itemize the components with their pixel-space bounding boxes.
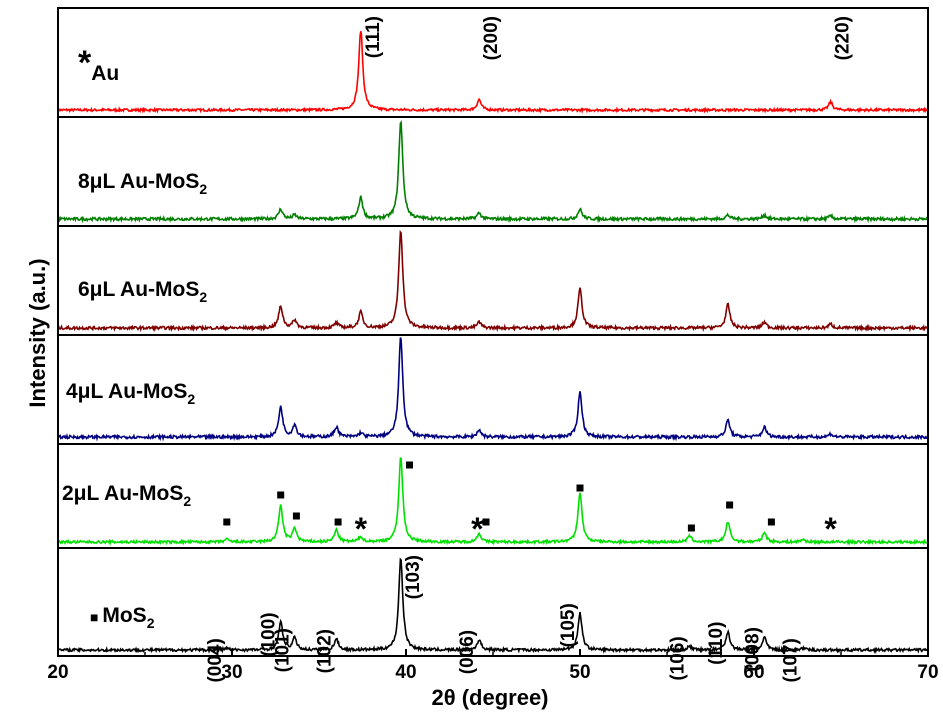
mos2-peak-marker — [223, 518, 231, 526]
x-tick-label: 40 — [395, 662, 416, 683]
hkl-annotation: (106) — [668, 636, 689, 680]
au-peak-marker: * — [355, 511, 368, 547]
mos2-peak-marker — [482, 518, 490, 526]
mos2-peak-marker — [334, 518, 342, 526]
panel-1: 8μL Au-MoS2 — [57, 120, 929, 224]
panel-label-5: ■ MoS2 — [90, 604, 155, 631]
panel-label-3: 4μL Au-MoS2 — [66, 380, 195, 407]
spectrum-line-5 — [57, 557, 929, 655]
spectrum-line-2 — [57, 229, 929, 333]
panel-label-symbol-5: ■ — [90, 609, 102, 625]
spectrum-line-1 — [57, 120, 929, 224]
panel-label-1: 8μL Au-MoS2 — [78, 170, 207, 197]
panel-label-4: 2μL Au-MoS2 — [62, 482, 191, 509]
panel-label-symbol-0: * — [78, 44, 92, 82]
y-axis-label: Intensity (a.u.) — [25, 258, 50, 407]
panel-label-0: *Au — [78, 44, 119, 85]
mos2-peak-marker — [767, 518, 775, 526]
axes-group: 20 30 40 50 60 70 — [47, 7, 939, 683]
hkl-annotation: (004) — [205, 638, 226, 682]
panel-5: ■ MoS2 (004) (100)(101) (102) (103) (006) (105… — [57, 555, 929, 683]
mos2-peak-marker — [726, 501, 734, 509]
spectrum-line-0 — [57, 31, 929, 114]
hkl-annotation: (100) — [259, 612, 280, 656]
hkl-annotation: (110) — [706, 622, 727, 665]
hkl-annotation: (111) — [363, 16, 384, 58]
panel-0: *Au (111) (200) (220) — [57, 16, 929, 114]
panels-group: *Au (111) (200) (220) 8μL Au-MoS2 6μL Au-MoS2… — [57, 16, 929, 683]
plot-frame — [57, 7, 929, 657]
hkl-annotation: (200) — [481, 16, 502, 60]
mos2-peak-marker — [292, 512, 300, 520]
hkl-annotation: (107) — [781, 638, 802, 682]
au-peak-marker: * — [471, 511, 484, 547]
mos2-peak-marker — [687, 524, 695, 532]
hkl-annotation: (103) — [403, 555, 424, 599]
hkl-annotation: (101) — [273, 628, 294, 672]
panel-2: 6μL Au-MoS2 — [57, 229, 929, 333]
hkl-annotation: (008) — [742, 627, 763, 671]
spectrum-line-4 — [57, 457, 929, 546]
hkl-annotation: (105) — [558, 603, 579, 647]
au-peak-marker: * — [824, 511, 837, 547]
hkl-annotation: (102) — [314, 629, 335, 673]
panel-3: 4μL Au-MoS2 — [57, 337, 929, 442]
mos2-peak-marker — [576, 484, 584, 492]
x-tick-label: 60 — [743, 662, 764, 683]
x-tick-label: 50 — [569, 662, 590, 683]
spectrum-line-3 — [57, 337, 929, 442]
mos2-peak-marker — [406, 461, 413, 469]
panel-4: 2μL Au-MoS2 * * * — [57, 457, 929, 547]
x-tick-label: 70 — [917, 662, 938, 683]
mos2-peak-marker — [277, 491, 285, 499]
x-tick-label: 20 — [47, 662, 68, 683]
panel-label-2: 6μL Au-MoS2 — [78, 278, 207, 305]
hkl-annotation: (220) — [833, 16, 854, 60]
hkl-annotation: (006) — [457, 630, 478, 674]
x-tick-label: 30 — [221, 662, 242, 683]
x-axis-label: 2θ (degree) — [431, 685, 548, 710]
